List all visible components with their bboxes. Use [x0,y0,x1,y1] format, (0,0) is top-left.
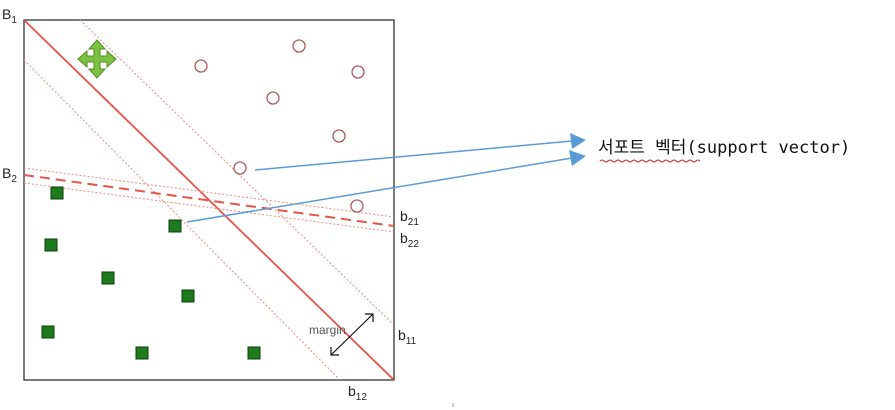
label-b11: b11 [398,327,417,347]
square-point [50,186,64,200]
margin-line-b22 [24,182,394,233]
move-arrows-icon[interactable] [77,39,117,79]
margin-line-b11 [79,20,394,326]
circle-point [266,91,280,105]
label-b1: B1 [2,6,17,26]
support-vector-arrows [186,133,586,223]
circle-point [350,199,364,213]
circle-point [292,39,306,53]
square-points [41,186,261,360]
square-point [135,346,149,360]
circle-point [332,129,346,143]
boundary-b2 [24,174,394,227]
margin-line-b21 [24,167,394,218]
spellcheck-underline [599,159,701,163]
label-b22: b22 [400,230,419,250]
support-vector-english: (support vector) [686,138,850,158]
support-vector-annotation: 서포트 벡터(support vector) [598,138,850,158]
circle-point-support-vector [233,161,247,175]
square-point [181,289,195,303]
boundary-b1 [24,20,394,380]
label-b21: b21 [400,208,419,228]
circle-point [194,59,208,73]
support-vector-korean: 서포트 벡터 [598,138,686,158]
square-point [101,271,115,285]
plot-frame [23,19,395,381]
circle-point [351,65,365,79]
square-point [41,325,55,339]
circle-points [194,39,365,213]
square-point [247,346,261,360]
label-b2: B2 [2,165,17,185]
label-b12: b12 [348,383,367,403]
arrowhead-icon [570,133,586,149]
margin-label: margin [309,323,346,337]
square-point-support-vector [168,219,182,233]
arrow-to-square-sv [186,157,573,223]
square-point [44,238,58,252]
arrow-to-circle-sv [254,140,573,171]
arrowhead-icon [569,150,586,166]
margin-line-b12 [24,59,341,380]
margin-arrow [330,313,374,356]
